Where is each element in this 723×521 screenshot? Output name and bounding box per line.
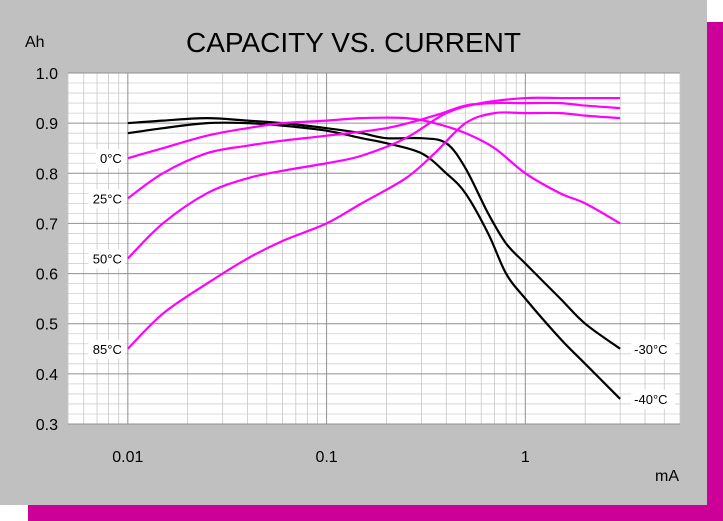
series-label-box (88, 189, 125, 209)
series-label: 0°C (100, 151, 122, 166)
series-label-box (88, 249, 125, 269)
series-label: 85°C (93, 342, 122, 357)
plot-area: 0.3 0.4 0.5 0.6 0.7 0.8 0.9 1.0 0.01 0.1 1 -30°C -4… (36, 66, 681, 466)
x-axis-label: mA (655, 468, 679, 485)
y-tick-label: 0.6 (36, 267, 58, 284)
series-line (127, 101, 621, 200)
plot-background (68, 73, 680, 424)
chart-title: CAPACITY VS. CURRENT (185, 27, 521, 58)
x-tick-label: 0.01 (112, 449, 143, 466)
y-tick-label: 0.9 (36, 116, 58, 133)
y-tick-label: 0.3 (36, 417, 58, 434)
y-tick-label: 1.0 (36, 66, 58, 83)
x-tick-label: 1 (521, 449, 530, 466)
y-axis-label: Ah (25, 34, 45, 51)
chart-panel: CAPACITY VS. CURRENT Ah mA 0.3 0.4 0.5 0.6 0… (0, 0, 707, 505)
series-label: -40°C (634, 392, 667, 407)
x-tick-label: 0.1 (315, 449, 337, 466)
y-tick-label: 0.8 (36, 166, 58, 183)
series-line (127, 117, 621, 350)
series-line (127, 116, 621, 225)
series-label-box (96, 149, 125, 169)
series-label-box (631, 389, 676, 409)
series-label: -30°C (634, 342, 667, 357)
y-tick-label: 0.7 (36, 216, 58, 233)
series-label: 50°C (93, 252, 122, 267)
series-label-box (88, 339, 125, 359)
series-label-box (631, 339, 676, 359)
series-line (127, 121, 621, 400)
y-tick-label: 0.4 (36, 367, 58, 384)
series-label: 25°C (93, 191, 122, 206)
series-line (127, 111, 621, 350)
y-tick-label: 0.5 (36, 317, 58, 334)
series-line (127, 96, 621, 260)
